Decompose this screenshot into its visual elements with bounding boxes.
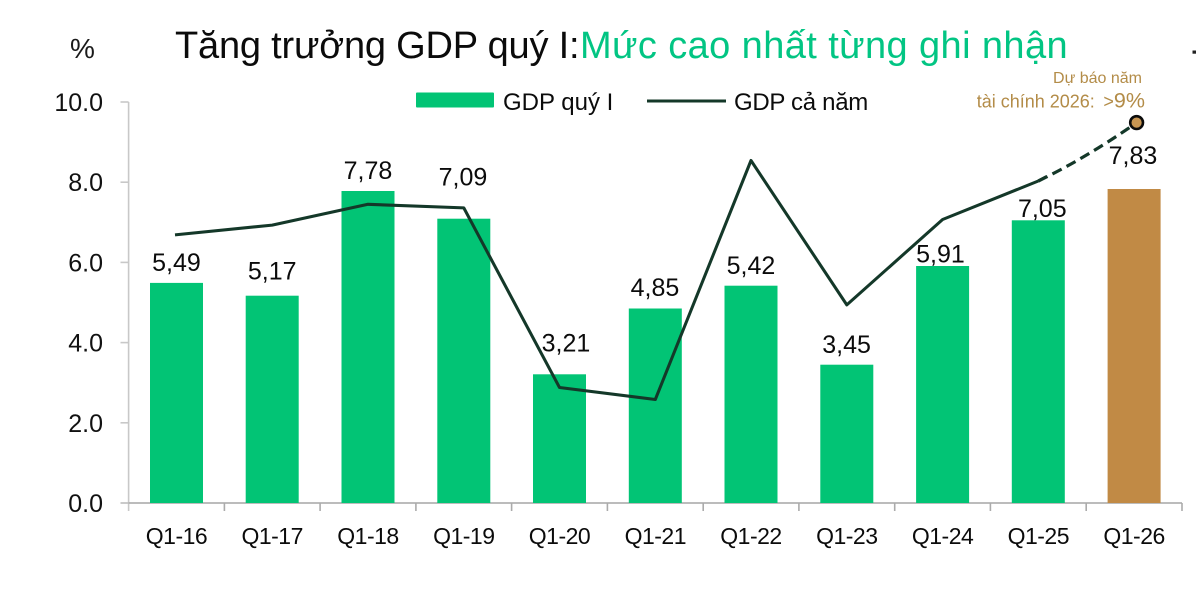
svg-text:Q1-16: Q1-16 bbox=[146, 523, 207, 549]
svg-text:8.0: 8.0 bbox=[68, 169, 103, 197]
svg-text:5,91: 5,91 bbox=[916, 241, 965, 269]
svg-text:Q1-25: Q1-25 bbox=[1008, 523, 1069, 549]
svg-text:4.0: 4.0 bbox=[68, 330, 103, 358]
svg-text:5,17: 5,17 bbox=[248, 258, 297, 286]
svg-text:Q1-18: Q1-18 bbox=[337, 523, 398, 549]
svg-text:Tăng trưởng GDP quý I:: Tăng trưởng GDP quý I: bbox=[175, 25, 579, 67]
svg-text:Q1-17: Q1-17 bbox=[241, 523, 302, 549]
svg-text:Q1-23: Q1-23 bbox=[816, 523, 877, 549]
svg-text:7,83: 7,83 bbox=[1109, 142, 1158, 170]
svg-text:5,42: 5,42 bbox=[727, 252, 776, 280]
svg-text:Q1-19: Q1-19 bbox=[433, 523, 494, 549]
svg-text:7,78: 7,78 bbox=[344, 157, 393, 185]
svg-text:0.0: 0.0 bbox=[68, 490, 103, 518]
svg-text:Mức cao nhất từng ghi nhận: Mức cao nhất từng ghi nhận bbox=[580, 25, 1068, 67]
svg-text:6.0: 6.0 bbox=[68, 249, 103, 277]
svg-text:GDP cả năm: GDP cả năm bbox=[734, 89, 868, 116]
svg-text:Q1-24: Q1-24 bbox=[912, 523, 974, 549]
svg-text:3,21: 3,21 bbox=[542, 330, 591, 358]
svg-text:Q1-21: Q1-21 bbox=[625, 523, 686, 549]
svg-text:5,49: 5,49 bbox=[152, 249, 201, 277]
svg-text:Q1-22: Q1-22 bbox=[720, 523, 781, 549]
svg-text:4,85: 4,85 bbox=[631, 274, 680, 302]
svg-text:3,45: 3,45 bbox=[822, 331, 871, 359]
svg-text:7,09: 7,09 bbox=[439, 164, 488, 192]
svg-text:tài chính 2026: >9%: tài chính 2026: >9% bbox=[977, 89, 1145, 113]
svg-text:Q1-26: Q1-26 bbox=[1103, 523, 1164, 549]
svg-text:GDP quý I: GDP quý I bbox=[503, 89, 613, 116]
svg-text:%: % bbox=[70, 33, 95, 64]
svg-text:2.0: 2.0 bbox=[68, 410, 103, 438]
svg-text:Dự báo năm: Dự báo năm bbox=[1053, 70, 1142, 87]
svg-text:7,05: 7,05 bbox=[1018, 195, 1067, 223]
svg-text:Q1-20: Q1-20 bbox=[529, 523, 590, 549]
svg-text:10.0: 10.0 bbox=[54, 89, 103, 117]
